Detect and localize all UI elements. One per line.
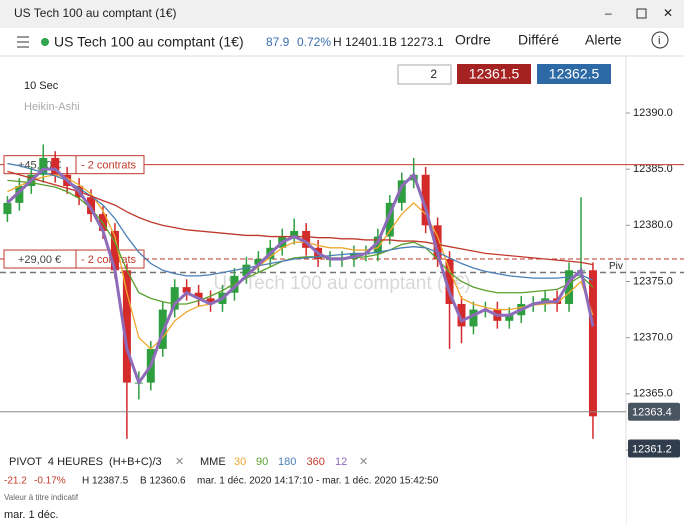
moving-average (6, 167, 595, 386)
candle-body (421, 174, 430, 226)
session-high: H 12401.1 (333, 35, 389, 49)
quantity[interactable]: 2 (430, 67, 437, 81)
moving-average (7, 170, 594, 266)
moving-average (7, 162, 594, 281)
position-size: - 2 contrats (81, 254, 137, 266)
close[interactable]: ✕ (663, 6, 673, 20)
order-button[interactable]: Ordre (455, 32, 491, 48)
status-dot (41, 38, 49, 46)
candle-body (206, 298, 215, 304)
legend-entry: 90 (256, 456, 268, 468)
position-size: - 2 contrats (81, 160, 137, 172)
alert-button[interactable]: Alerte (585, 32, 622, 48)
quantity-input[interactable] (397, 64, 452, 85)
candle-body (194, 292, 203, 299)
y-tick-label: 12375.0 (633, 275, 673, 287)
y-tick-label: 12390.0 (633, 107, 673, 119)
candle-body (39, 157, 48, 175)
candle-body (588, 270, 597, 417)
sell-button[interactable] (457, 64, 531, 84)
price-tag (628, 439, 680, 458)
candle-body (254, 259, 263, 265)
remove-indicator: ✕ (359, 456, 368, 468)
interval: 10 Sec (24, 80, 59, 92)
plot: 12360.012365.012370.012375.012380.012385… (0, 56, 684, 526)
menu-icon[interactable] (17, 36, 29, 48)
info-icon[interactable]: i (658, 35, 660, 47)
candle-body (445, 259, 454, 304)
candle-body (397, 180, 406, 203)
candle-body (373, 236, 382, 254)
change: 87.9 (266, 35, 290, 49)
footer-note: Valeur à titre indicatif (4, 493, 79, 502)
candle-body (385, 202, 394, 237)
footer-high: H 12387.5 (82, 476, 129, 487)
moving-average (7, 174, 594, 350)
remove-pivot[interactable]: ✕ (175, 456, 184, 468)
candle-body (505, 315, 514, 321)
chart-style: Heikin-Ashi (24, 101, 80, 113)
watermark: US Tech 100 au comptant (1€) (213, 273, 470, 294)
footer-low: B 12360.6 (140, 476, 186, 487)
candle-body (457, 303, 466, 327)
sell-price[interactable]: 12361.5 (469, 66, 520, 82)
session-low: B 12273.1 (389, 35, 444, 49)
window-title: US Tech 100 au comptant (1€) (14, 6, 177, 20)
candle-body (3, 202, 12, 215)
candle-body (122, 270, 131, 383)
y-tick-label: 12370.0 (633, 332, 673, 344)
footer-change-pct: -0.17% (34, 476, 66, 487)
candle-body (565, 270, 574, 304)
candle-body (51, 157, 60, 175)
candle-body (290, 230, 299, 237)
footer-change: -21.2 (4, 476, 27, 487)
minimize[interactable]: – (605, 6, 612, 20)
candle-body (302, 230, 311, 248)
candle-body (170, 287, 179, 310)
change-pct: 0.72% (297, 35, 331, 49)
y-tick-label: 12365.0 (633, 388, 673, 400)
y-tick-label: 12380.0 (633, 219, 673, 231)
date-label: mar. 1 déc. (4, 509, 58, 521)
legend-entry: 360 (307, 456, 325, 468)
candle-body (433, 225, 442, 260)
candle-body (15, 186, 24, 203)
candle-body (110, 230, 119, 271)
position-pnl: +29,00 € (18, 254, 61, 266)
legend-entry: 12 (335, 456, 347, 468)
info-button[interactable] (651, 31, 669, 49)
indicator-name: MME (200, 456, 226, 468)
position-tag (3, 155, 145, 175)
candle-body (242, 264, 251, 276)
buy-price[interactable]: 12362.5 (549, 66, 600, 82)
price-tag-label: 12363.4 (632, 407, 672, 419)
candle-body (182, 287, 191, 293)
candle-body (469, 309, 478, 327)
candle-body (87, 197, 96, 215)
legend-entry: 180 (278, 456, 296, 468)
price-tag (628, 402, 680, 421)
moving-average (7, 179, 594, 305)
y-tick-label: 12385.0 (633, 163, 673, 175)
pivot-label: Piv (609, 261, 623, 272)
legend: 30 90 180 360 12 ✕ (234, 456, 368, 468)
buy-button[interactable] (537, 64, 611, 84)
footer-range: mar. 1 déc. 2020 14:17:10 - mar. 1 déc. … (197, 476, 439, 487)
deferred-button[interactable]: Différé (518, 32, 559, 48)
price-tag-label: 12361.2 (632, 443, 672, 455)
instrument[interactable]: US Tech 100 au comptant (1€) (54, 34, 244, 50)
maximize[interactable] (636, 8, 647, 19)
legend-entry: 30 (234, 456, 246, 468)
title-bar (0, 0, 684, 28)
footer (0, 452, 626, 526)
window-controls[interactable] (596, 2, 684, 26)
pivot-indicator: PIVOT 4 HEURES (H+B+C)/3 (9, 456, 162, 468)
